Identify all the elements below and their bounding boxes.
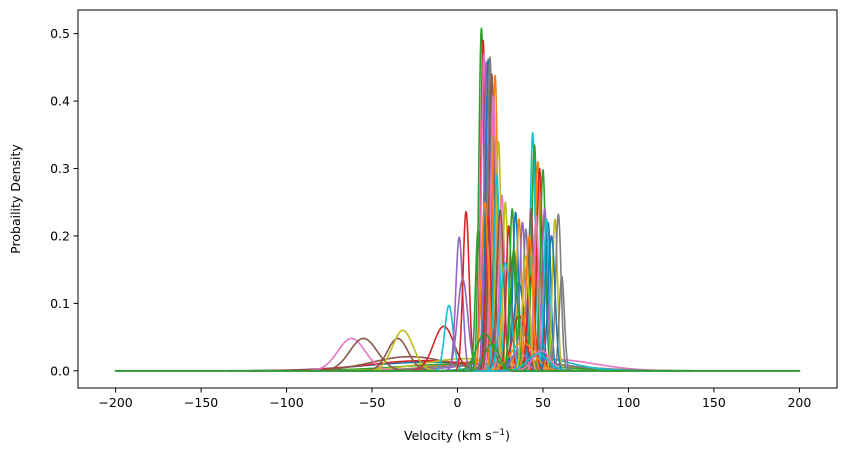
x-tick-label: −150 (184, 395, 218, 410)
x-tick-label: 150 (702, 395, 726, 410)
x-tick-label: −50 (359, 395, 385, 410)
x-tick-label: 50 (535, 395, 551, 410)
y-tick-label: 0.2 (50, 228, 70, 243)
x-tick-label: −100 (269, 395, 303, 410)
y-tick-label: 0.4 (50, 94, 70, 109)
x-tick-label: 0 (454, 395, 462, 410)
x-axis: −200 −150 −100 −50 0 50 100 150 200 (98, 388, 811, 410)
series-line-69 (114, 343, 801, 372)
y-tick-label: 0.3 (50, 161, 70, 176)
x-tick-label: 100 (617, 395, 641, 410)
y-axis-label: Probaility Density (8, 144, 23, 254)
x-tick-label: 200 (787, 395, 811, 410)
y-tick-label: 0.1 (50, 296, 70, 311)
y-tick-label: 0.0 (50, 363, 70, 378)
y-tick-label: 0.5 (50, 26, 70, 41)
y-axis: 0.0 0.1 0.2 0.3 0.4 0.5 (50, 26, 78, 378)
x-tick-label: −200 (98, 395, 132, 410)
curves-layer (114, 27, 801, 372)
x-axis-label: Velocity (km s−1) (404, 428, 510, 443)
